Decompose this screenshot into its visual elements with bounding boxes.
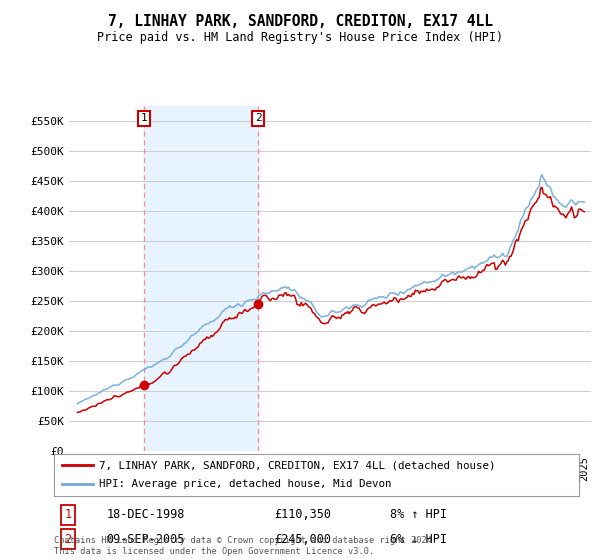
Text: Price paid vs. HM Land Registry's House Price Index (HPI): Price paid vs. HM Land Registry's House … <box>97 31 503 44</box>
Text: 6% ↓ HPI: 6% ↓ HPI <box>390 533 447 545</box>
Text: 1: 1 <box>65 508 71 521</box>
Text: 8% ↑ HPI: 8% ↑ HPI <box>390 508 447 521</box>
Point <box>58 480 65 487</box>
Text: Contains HM Land Registry data © Crown copyright and database right 2024.
This d: Contains HM Land Registry data © Crown c… <box>54 536 437 556</box>
Text: £245,000: £245,000 <box>275 533 331 545</box>
Text: 2: 2 <box>254 114 262 123</box>
Text: 18-DEC-1998: 18-DEC-1998 <box>107 508 185 521</box>
Point <box>90 462 97 469</box>
Point <box>90 480 97 487</box>
Text: £110,350: £110,350 <box>275 508 331 521</box>
Point <box>58 462 65 469</box>
Bar <box>145 106 258 451</box>
Text: 2: 2 <box>65 533 71 545</box>
Text: HPI: Average price, detached house, Mid Devon: HPI: Average price, detached house, Mid … <box>98 479 391 489</box>
Text: 09-SEP-2005: 09-SEP-2005 <box>107 533 185 545</box>
Text: 1: 1 <box>141 114 148 123</box>
Text: 7, LINHAY PARK, SANDFORD, CREDITON, EX17 4LL: 7, LINHAY PARK, SANDFORD, CREDITON, EX17… <box>107 14 493 29</box>
Text: 7, LINHAY PARK, SANDFORD, CREDITON, EX17 4LL (detached house): 7, LINHAY PARK, SANDFORD, CREDITON, EX17… <box>98 460 495 470</box>
